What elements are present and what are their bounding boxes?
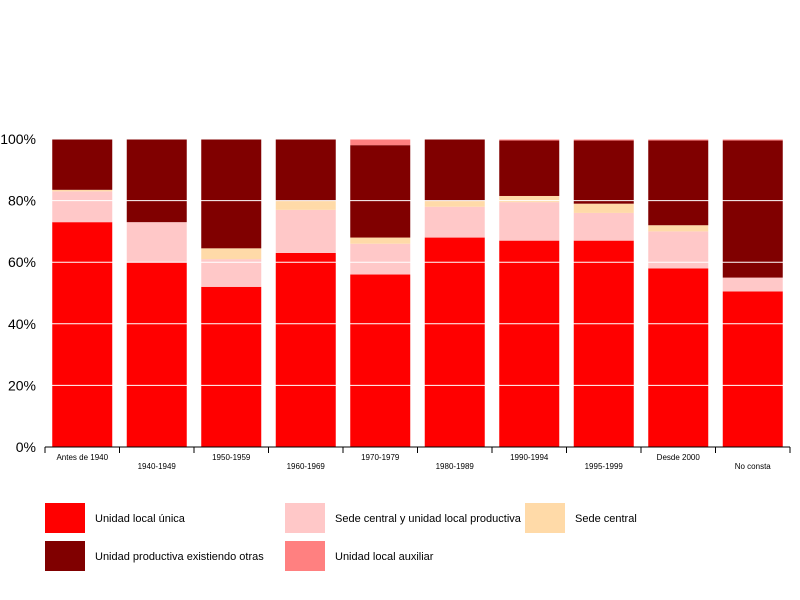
x-tick-label: 1980-1989 [436,462,475,471]
bar-segment [573,212,634,241]
bar-segment [722,277,783,292]
bar-segment [499,139,560,141]
bar-segment [52,139,113,190]
bar-segment [126,139,187,223]
legend-label: Sede central [575,513,637,525]
bar-segment [52,191,113,223]
bar-segment [722,291,783,447]
bar-segment [201,139,262,249]
bar-segment [350,274,411,447]
bar-segment [424,200,485,207]
legend-item: Unidad local auxiliar [285,541,434,571]
legend-label: Unidad local auxiliar [335,551,434,563]
bar-segment [350,237,411,244]
bar-segment [499,202,560,241]
bar-segment [499,140,560,196]
bar-segment [573,140,634,204]
legend: Unidad local única Sede central y unidad … [45,503,637,571]
bar-segment [126,222,187,263]
y-tick-label: 60% [8,254,36,270]
y-tick-label: 80% [8,193,36,209]
plot-area: 0% 20% 40% 60% 80% 100% Antes de 1940 1940-1949… [0,131,791,471]
bar-segment [350,243,411,275]
legend-label: Unidad productiva existiendo otras [95,551,264,563]
bar-segment [126,262,187,447]
bar-segment [52,189,113,192]
legend-item: Sede central [525,503,637,533]
bar-segment [573,139,634,141]
bar-segment [499,195,560,203]
bar-segment [424,206,485,238]
bar-segment [648,231,709,269]
bar-segment [275,209,336,253]
bar-segment [350,139,411,146]
x-tick-label: 1995-1999 [585,462,624,471]
bar-segment [499,240,560,447]
x-tick-label: 1950-1959 [212,453,251,462]
bar-segment [722,140,783,278]
legend-swatch [45,503,85,533]
x-tick-label: Antes de 1940 [56,453,108,462]
bar-segment [573,203,634,213]
x-tick-label: 1970-1979 [361,453,400,462]
y-tick-label: 0% [16,439,36,455]
bar-segment [275,139,336,201]
legend-item: Sede central y unidad local productiva [285,503,522,533]
bar-segment [201,259,262,287]
legend-item: Unidad local única [45,503,186,533]
legend-swatch [285,503,325,533]
legend-swatch [525,503,565,533]
y-tick-label: 100% [0,131,36,147]
bar-segment [350,145,411,238]
legend-item: Unidad productiva existiendo otras [45,541,264,571]
legend-swatch [285,541,325,571]
bar-segment [201,248,262,260]
x-tick-label: 1940-1949 [138,462,177,471]
bar-segment [648,139,709,141]
bar-segment [648,140,709,226]
bar-segment [52,222,113,447]
bar-segment [275,200,336,210]
bar-segment [201,286,262,447]
x-tick-label: Desde 2000 [657,453,701,462]
x-tick-label: No consta [735,462,772,471]
x-tick-label: 1990-1994 [510,453,549,462]
y-tick-label: 40% [8,316,36,332]
legend-swatch [45,541,85,571]
legend-label: Sede central y unidad local productiva [335,513,522,525]
y-tick-label: 20% [8,377,36,393]
x-tick-label: 1960-1969 [287,462,326,471]
bar-segment [648,268,709,447]
bar-segment [648,225,709,232]
bar-segment [573,240,634,447]
legend-label: Unidad local única [95,513,186,525]
bar-segment [424,237,485,447]
bar-segment [424,139,485,201]
bar-segment [275,252,336,447]
bar-segment [722,139,783,141]
